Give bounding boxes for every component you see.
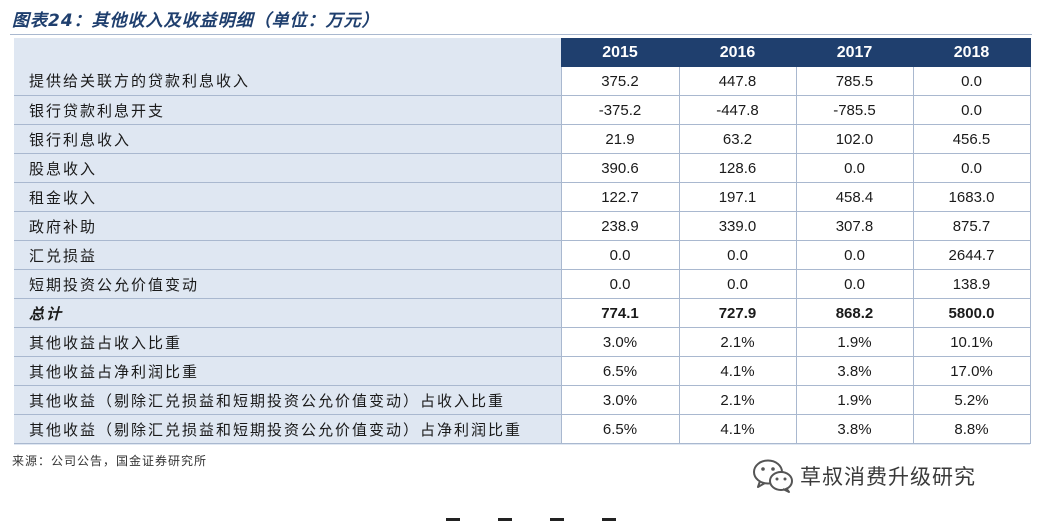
value-cell-2016: 4.1% (678, 414, 797, 444)
header-year-2018: 2018 (912, 38, 1031, 67)
value-cell-2015: 21.9 (560, 124, 680, 154)
cut-mark (498, 518, 512, 521)
cut-mark (550, 518, 564, 521)
income-table-container: 2015 2016 2017 2018 提供给关联方的贷款利息收入 375.2 44… (14, 38, 1031, 445)
value-cell-2017: 458.4 (795, 182, 914, 212)
value-cell-2016: 727.9 (678, 298, 797, 328)
source-note: 来源：公司公告，国金证券研究所 (12, 454, 208, 468)
table-row: 其他收益占净利润比重 6.5% 4.1% 3.8% 17.0% (14, 356, 1031, 386)
table-row: 银行贷款利息开支 -375.2 -447.8 -785.5 0.0 (14, 95, 1031, 125)
value-cell-2016: 197.1 (678, 182, 797, 212)
value-cell-2015: 6.5% (560, 356, 680, 386)
cut-mark (446, 518, 460, 521)
value-cell-2018: 0.0 (912, 153, 1031, 183)
table-row: 股息收入 390.6 128.6 0.0 0.0 (14, 153, 1031, 183)
table-row: 总计 774.1 727.9 868.2 5800.0 (14, 298, 1031, 328)
table-row: 银行利息收入 21.9 63.2 102.0 456.5 (14, 124, 1031, 154)
row-label: 其他收益占净利润比重 (14, 356, 561, 386)
value-cell-2017: 0.0 (795, 153, 914, 183)
value-cell-2018: 5.2% (912, 385, 1031, 415)
table-row: 其他收益（剔除汇兑损益和短期投资公允价值变动）占净利润比重 6.5% 4.1% 3.8… (14, 414, 1031, 444)
table-row: 短期投资公允价值变动 0.0 0.0 0.0 138.9 (14, 269, 1031, 299)
value-cell-2016: 0.0 (678, 240, 797, 270)
value-cell-2018: 0.0 (912, 95, 1031, 125)
row-label: 租金收入 (14, 182, 561, 212)
value-cell-2018: 17.0% (912, 356, 1031, 386)
value-cell-2017: 1.9% (795, 385, 914, 415)
value-cell-2018: 138.9 (912, 269, 1031, 299)
value-cell-2016: -447.8 (678, 95, 797, 125)
watermark-text: 草叔消费升级研究 (800, 465, 976, 489)
value-cell-2018: 456.5 (912, 124, 1031, 154)
value-cell-2015: 6.5% (560, 414, 680, 444)
value-cell-2017: 3.8% (795, 414, 914, 444)
value-cell-2015: 0.0 (560, 240, 680, 270)
wechat-icon (753, 459, 793, 493)
value-cell-2018: 2644.7 (912, 240, 1031, 270)
cut-mark (602, 518, 616, 521)
row-label: 银行贷款利息开支 (14, 95, 561, 125)
value-cell-2018: 5800.0 (912, 298, 1031, 328)
value-cell-2017: 102.0 (795, 124, 914, 154)
value-cell-2017: 868.2 (795, 298, 914, 328)
value-cell-2016: 2.1% (678, 385, 797, 415)
table-row: 汇兑损益 0.0 0.0 0.0 2644.7 (14, 240, 1031, 270)
row-label: 股息收入 (14, 153, 561, 183)
figure-title: 图表24：其他收入及收益明细（单位：万元） (12, 11, 380, 31)
row-label: 汇兑损益 (14, 240, 561, 270)
header-year-2015: 2015 (560, 38, 680, 67)
value-cell-2017: 1.9% (795, 327, 914, 357)
value-cell-2017: 0.0 (795, 240, 914, 270)
table-row: 其他收益（剔除汇兑损益和短期投资公允价值变动）占收入比重 3.0% 2.1% 1.9%… (14, 385, 1031, 415)
table-header-row: 2015 2016 2017 2018 (14, 38, 1031, 67)
header-year-2017: 2017 (795, 38, 914, 67)
row-label: 短期投资公允价值变动 (14, 269, 561, 299)
title-divider (10, 34, 1032, 35)
header-year-2016: 2016 (678, 38, 797, 67)
table-row: 租金收入 122.7 197.1 458.4 1683.0 (14, 182, 1031, 212)
header-blank-cell (14, 38, 561, 67)
value-cell-2017: 0.0 (795, 269, 914, 299)
row-label: 其他收益占收入比重 (14, 327, 561, 357)
income-table: 2015 2016 2017 2018 提供给关联方的贷款利息收入 375.2 44… (14, 38, 1031, 444)
value-cell-2015: 122.7 (560, 182, 680, 212)
value-cell-2015: 390.6 (560, 153, 680, 183)
value-cell-2015: 774.1 (560, 298, 680, 328)
watermark: 草叔消费升级研究 (752, 458, 976, 494)
value-cell-2016: 63.2 (678, 124, 797, 154)
row-label: 其他收益（剔除汇兑损益和短期投资公允价值变动）占净利润比重 (14, 414, 561, 444)
value-cell-2015: 3.0% (560, 385, 680, 415)
table-row: 政府补助 238.9 339.0 307.8 875.7 (14, 211, 1031, 241)
table-body: 提供给关联方的贷款利息收入 375.2 447.8 785.5 0.0 银行贷款利息开支 -… (14, 66, 1031, 444)
value-cell-2015: 238.9 (560, 211, 680, 241)
value-cell-2018: 1683.0 (912, 182, 1031, 212)
page-cut-marks (446, 512, 616, 521)
row-label: 提供给关联方的贷款利息收入 (14, 66, 561, 96)
value-cell-2017: 307.8 (795, 211, 914, 241)
row-label: 银行利息收入 (14, 124, 561, 154)
value-cell-2018: 0.0 (912, 66, 1031, 96)
value-cell-2017: 785.5 (795, 66, 914, 96)
value-cell-2015: 3.0% (560, 327, 680, 357)
value-cell-2018: 875.7 (912, 211, 1031, 241)
row-label: 其他收益（剔除汇兑损益和短期投资公允价值变动）占收入比重 (14, 385, 561, 415)
value-cell-2015: 0.0 (560, 269, 680, 299)
value-cell-2017: 3.8% (795, 356, 914, 386)
value-cell-2015: 375.2 (560, 66, 680, 96)
value-cell-2016: 2.1% (678, 327, 797, 357)
value-cell-2016: 447.8 (678, 66, 797, 96)
table-row: 提供给关联方的贷款利息收入 375.2 447.8 785.5 0.0 (14, 66, 1031, 96)
value-cell-2018: 8.8% (912, 414, 1031, 444)
value-cell-2018: 10.1% (912, 327, 1031, 357)
value-cell-2017: -785.5 (795, 95, 914, 125)
value-cell-2016: 339.0 (678, 211, 797, 241)
value-cell-2015: -375.2 (560, 95, 680, 125)
value-cell-2016: 128.6 (678, 153, 797, 183)
value-cell-2016: 0.0 (678, 269, 797, 299)
value-cell-2016: 4.1% (678, 356, 797, 386)
table-row: 其他收益占收入比重 3.0% 2.1% 1.9% 10.1% (14, 327, 1031, 357)
row-label: 总计 (14, 298, 561, 328)
row-label: 政府补助 (14, 211, 561, 241)
